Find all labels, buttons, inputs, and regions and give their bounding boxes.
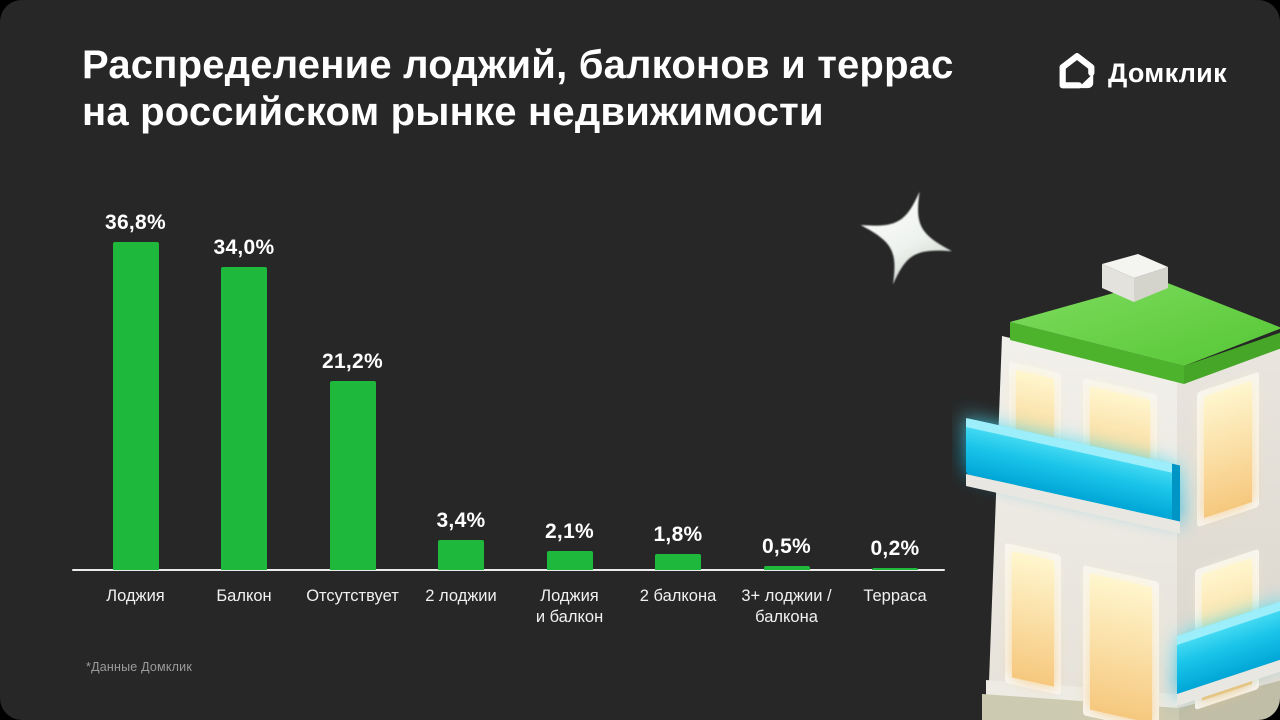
page-title-line2: на российском рынке недвижимости [82, 90, 824, 135]
category-label: Терраса [863, 587, 927, 605]
domclick-logo: Домклик [1056, 50, 1227, 97]
sparkle-star-icon [860, 191, 952, 285]
bar [655, 553, 701, 570]
bar-value-label: 2,1% [544, 520, 595, 544]
bar-column: 0,2% [841, 537, 950, 570]
category-label: Лоджия [106, 587, 165, 605]
bar [329, 381, 376, 570]
bar-value-label: 0,5% [761, 534, 812, 558]
bar-value-label: 36,8% [104, 211, 167, 235]
bar-column: 0,5% [732, 535, 841, 570]
bar [112, 242, 159, 570]
category-label: Балкон [216, 587, 272, 605]
bar [438, 539, 484, 570]
category-label: 3+ лоджии / балкона [741, 587, 832, 627]
page-title-line1: Распределение лоджий, балконов и террас [82, 43, 954, 87]
footnote: *Данные Домклик [86, 660, 193, 674]
bar-column: 3,4% [407, 509, 516, 570]
category-label: Лоджия и балкон [535, 587, 604, 627]
bar [872, 568, 918, 570]
bar [546, 551, 593, 570]
logo-text: Домклик [1108, 58, 1227, 88]
domclick-house-icon [1056, 50, 1098, 97]
bar-value-label: 34,0% [213, 236, 275, 260]
bar-column: 1,8% [624, 523, 733, 570]
bar-column: 2,1% [515, 520, 624, 570]
category-label: 2 балкона [639, 587, 717, 605]
building-illustration [966, 254, 1280, 720]
category-label: Отсутствует [306, 587, 399, 605]
bar-column: 34,0% [190, 236, 299, 570]
bar-column: 21,2% [298, 350, 407, 570]
bar-value-label: 3,4% [436, 508, 486, 532]
bar [221, 267, 267, 570]
page-title: Распределение лоджий, балконов и террас … [82, 42, 954, 136]
bar-value-label: 1,8% [653, 522, 703, 546]
axis-line [72, 569, 945, 571]
category-label: 2 лоджии [425, 587, 497, 605]
bar [763, 565, 810, 570]
bar-value-label: 0,2% [870, 537, 920, 561]
bar-value-label: 21,2% [321, 350, 384, 374]
bar-column: 36,8% [81, 211, 190, 570]
